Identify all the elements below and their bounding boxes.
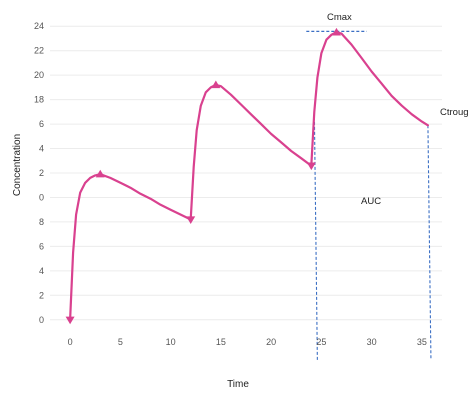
- x-tick-label: 0: [68, 337, 73, 347]
- auc-boundary-line: [427, 125, 432, 361]
- peak-marker: [211, 80, 221, 89]
- x-tick-labels: 0 5 10 15 20 25 30 35: [68, 337, 427, 347]
- y-tick-label: 0: [39, 192, 44, 202]
- y-tick-label: 22: [34, 46, 44, 56]
- y-tick-label: 20: [34, 70, 44, 80]
- annotation-cmax: Cmax: [327, 12, 352, 23]
- x-tick-label: 35: [417, 337, 427, 347]
- peak-marker: [331, 27, 341, 36]
- series-group: [68, 31, 429, 321]
- y-tick-label: 18: [34, 95, 44, 105]
- y-tick-label: 4: [39, 144, 44, 154]
- trough-marker: [65, 316, 75, 325]
- y-tick-label: 0: [39, 315, 44, 325]
- auc-boundary-line: [313, 111, 318, 361]
- peak-marker: [95, 169, 105, 178]
- y-tick-label: 6: [39, 241, 44, 251]
- y-tick-label: 2: [39, 290, 44, 300]
- trough-marker: [306, 162, 316, 171]
- annotation-ctrough: Ctroug: [440, 107, 469, 118]
- x-tick-label: 30: [367, 337, 377, 347]
- y-tick-label: 6: [39, 119, 44, 129]
- x-tick-label: 20: [266, 337, 276, 347]
- concentration-line: [68, 31, 429, 321]
- y-tick-label: 4: [39, 266, 44, 276]
- markers-group: [65, 27, 341, 325]
- trough-marker: [186, 216, 196, 224]
- y-tick-label: 2: [39, 168, 44, 178]
- x-tick-label: 10: [166, 337, 176, 347]
- grid-lines: [50, 25, 442, 321]
- y-tick-label: 24: [34, 21, 44, 31]
- y-axis-label: Concentration: [12, 134, 23, 196]
- x-tick-label: 15: [216, 337, 226, 347]
- x-tick-label: 25: [316, 337, 326, 347]
- annotation-auc: AUC: [361, 196, 381, 207]
- y-tick-label: 8: [39, 217, 44, 227]
- x-tick-label: 5: [118, 337, 123, 347]
- x-axis-label: Time: [227, 379, 249, 390]
